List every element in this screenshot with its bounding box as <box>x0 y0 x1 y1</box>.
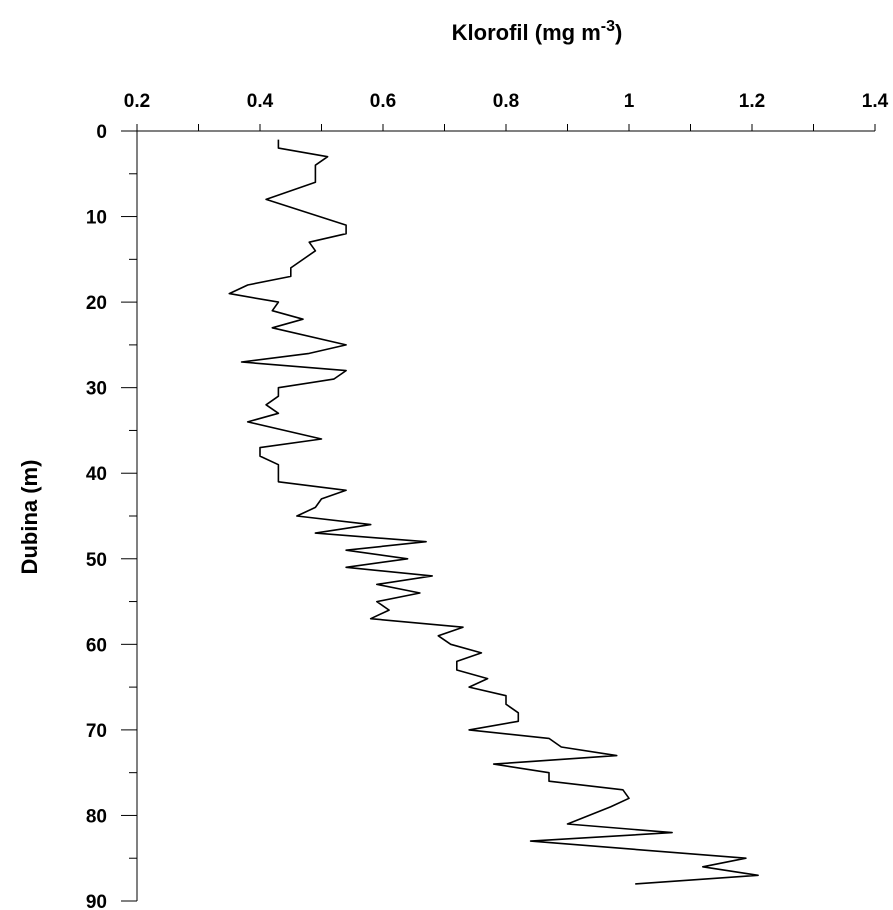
y-axis-title: Dubina (m) <box>17 460 42 575</box>
y-tick-label: 30 <box>86 379 107 400</box>
y-tick-label: 50 <box>86 550 107 571</box>
y-tick-label: 80 <box>86 806 107 827</box>
x-tick-label: 1 <box>624 91 635 112</box>
x-axis-title-superscript: -3 <box>601 18 615 35</box>
x-axis-title-close: ) <box>615 20 622 45</box>
x-axis: 0.2 0.4 0.6 0.8 1 1.2 1.4 <box>124 91 889 132</box>
y-tick-label: 70 <box>86 721 107 742</box>
x-tick-label: 1.4 <box>862 91 889 112</box>
x-axis-title: Klorofil (mg m-3) <box>452 18 623 45</box>
y-tick-label: 20 <box>86 293 107 314</box>
y-axis: 0 10 20 30 40 50 60 70 80 90 <box>86 122 138 910</box>
x-tick-label: 0.6 <box>370 91 396 112</box>
y-tick-label: 10 <box>86 208 107 229</box>
x-tick-label: 0.4 <box>247 91 274 112</box>
y-tick-label: 40 <box>86 464 107 485</box>
x-tick-label: 1.2 <box>739 91 765 112</box>
plot-area <box>228 139 759 885</box>
x-tick-label: 0.2 <box>124 91 150 112</box>
x-tick-label: 0.8 <box>493 91 519 112</box>
chlorophyll-series-line <box>228 139 759 885</box>
y-tick-label: 0 <box>96 122 107 143</box>
y-tick-label: 90 <box>86 892 107 910</box>
x-axis-title-main: Klorofil (mg m <box>452 20 601 45</box>
y-tick-label: 60 <box>86 635 107 656</box>
